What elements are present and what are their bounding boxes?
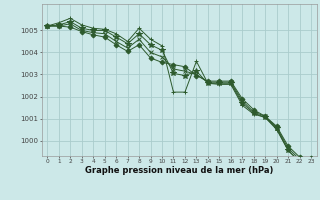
X-axis label: Graphe pression niveau de la mer (hPa): Graphe pression niveau de la mer (hPa) [85,166,273,175]
